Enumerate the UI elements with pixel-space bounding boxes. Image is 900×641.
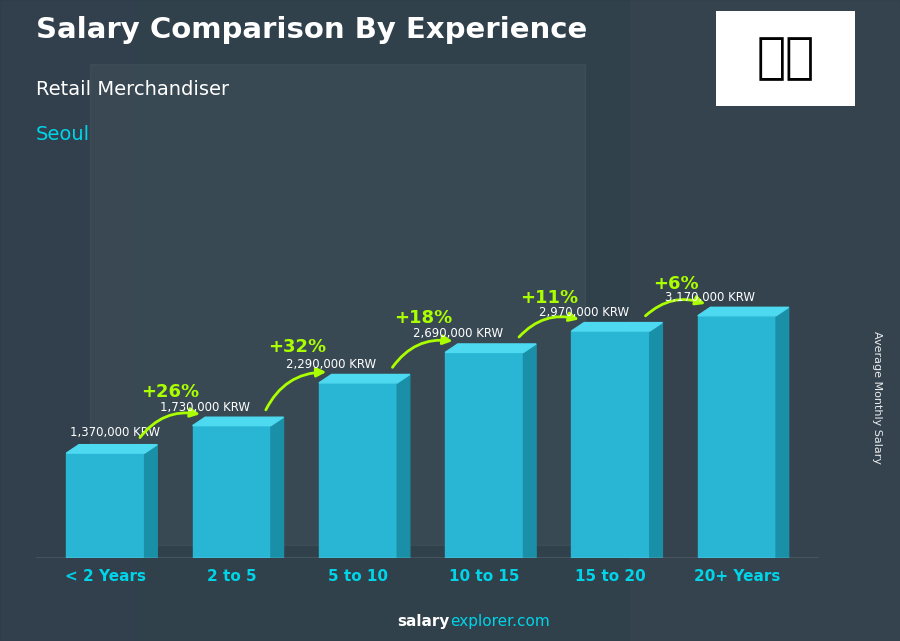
Polygon shape: [698, 307, 788, 316]
Bar: [90, 64, 585, 545]
FancyBboxPatch shape: [713, 9, 858, 108]
Bar: [67, 453, 145, 558]
Polygon shape: [572, 322, 662, 331]
Bar: [446, 353, 524, 558]
Polygon shape: [397, 374, 410, 558]
Polygon shape: [271, 417, 284, 558]
Text: 🇰🇷: 🇰🇷: [756, 35, 814, 82]
Polygon shape: [67, 445, 158, 453]
Polygon shape: [524, 344, 536, 558]
Text: Seoul: Seoul: [36, 125, 90, 144]
Bar: [319, 383, 397, 558]
Text: 1,730,000 KRW: 1,730,000 KRW: [160, 401, 250, 413]
Text: Average Monthly Salary: Average Monthly Salary: [872, 331, 883, 464]
Bar: [630, 0, 900, 641]
Text: +26%: +26%: [141, 383, 200, 401]
Text: explorer.com: explorer.com: [450, 615, 550, 629]
Text: 2,690,000 KRW: 2,690,000 KRW: [413, 328, 503, 340]
Polygon shape: [145, 445, 158, 558]
Text: Salary Comparison By Experience: Salary Comparison By Experience: [36, 16, 587, 44]
Polygon shape: [193, 417, 284, 426]
Text: +6%: +6%: [652, 275, 698, 293]
Text: 3,170,000 KRW: 3,170,000 KRW: [665, 290, 755, 304]
Text: 1,370,000 KRW: 1,370,000 KRW: [70, 426, 160, 438]
Bar: [193, 426, 271, 558]
Polygon shape: [776, 307, 788, 558]
Text: salary: salary: [398, 615, 450, 629]
Bar: [698, 316, 776, 558]
Text: 2,970,000 KRW: 2,970,000 KRW: [539, 306, 629, 319]
Text: Retail Merchandiser: Retail Merchandiser: [36, 80, 230, 99]
Text: +32%: +32%: [267, 338, 326, 356]
Text: +18%: +18%: [394, 309, 452, 328]
Polygon shape: [446, 344, 536, 353]
Text: +11%: +11%: [520, 289, 579, 307]
Bar: [0, 0, 135, 641]
Text: 2,290,000 KRW: 2,290,000 KRW: [286, 358, 376, 371]
Polygon shape: [650, 322, 662, 558]
Polygon shape: [319, 374, 410, 383]
Bar: [572, 331, 650, 558]
